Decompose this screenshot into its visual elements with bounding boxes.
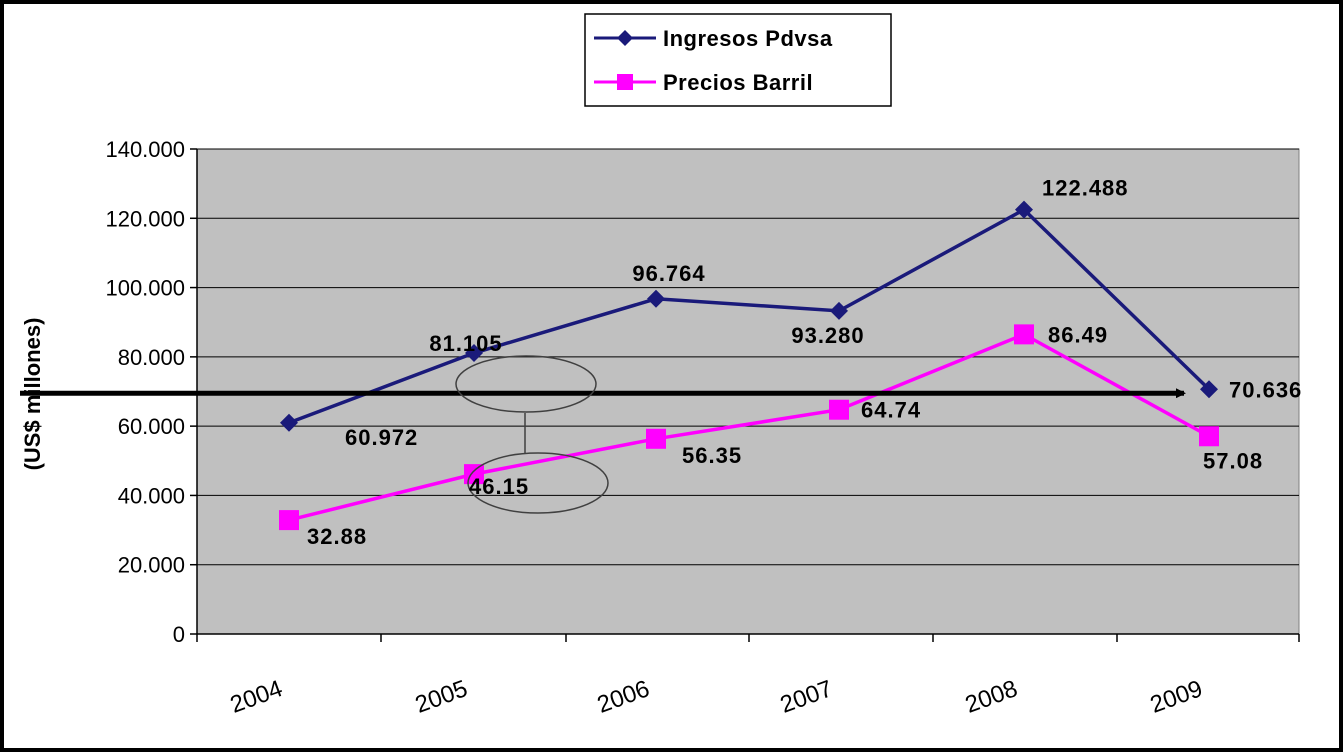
x-axis-ticks: 2004 2005 2006 2007 2008 2009: [196, 634, 1300, 719]
data-labels: 60.972 81.105 96.764 93.280 122.488 70.636 32.…: [307, 176, 1302, 549]
y-axis-ticks: 0 20.000 40.000 60.000 80.000 100.000 120.000 1…: [105, 137, 197, 647]
data-label: 56.35: [682, 443, 742, 468]
data-point-diamond: [647, 289, 665, 308]
y-tick-label: 60.000: [118, 414, 185, 439]
circle-annotation: [467, 452, 609, 514]
data-point-square: [829, 399, 849, 420]
y-tick-label: 0: [173, 622, 185, 647]
y-tick-label: 20.000: [118, 553, 185, 578]
data-label: 96.764: [632, 261, 705, 286]
chart-frame: 0 20.000 40.000 60.000 80.000 100.000 120.000 1…: [4, 4, 1339, 748]
data-point-diamond: [830, 301, 848, 320]
data-label: 60.972: [345, 425, 418, 450]
data-label: 57.08: [1203, 448, 1263, 473]
legend: Ingresos Pdvsa Precios Barril: [584, 13, 892, 107]
series-line: [288, 332, 1210, 522]
data-point-diamond: [1015, 200, 1033, 219]
circle-annotation: [455, 355, 597, 413]
series-ingresos-pdvsa: [280, 200, 1218, 432]
legend-box: [584, 13, 892, 107]
x-tick-label: 2004: [227, 675, 286, 719]
y-tick-label: 40.000: [118, 483, 185, 508]
y-tick-label: 120.000: [105, 206, 185, 231]
legend-marker-square: [617, 74, 633, 90]
legend-marker-diamond: [617, 30, 633, 46]
data-point-diamond: [1200, 380, 1218, 399]
x-tick-label: 2008: [962, 675, 1021, 719]
legend-label-ingresos: Ingresos Pdvsa: [663, 26, 833, 51]
y-tick-label: 80.000: [118, 345, 185, 370]
data-point-diamond: [280, 413, 298, 432]
x-tick-label: 2007: [777, 675, 836, 719]
data-label: 70.636: [1229, 377, 1302, 402]
series-precios-barril: [279, 324, 1219, 531]
annotations: [20, 355, 1186, 514]
data-point-square: [1014, 324, 1034, 345]
y-tick-label: 100.000: [105, 276, 185, 301]
y-tick-label: 140.000: [105, 137, 185, 162]
data-label: 64.74: [861, 398, 921, 423]
gridlines: [197, 148, 1299, 566]
data-point-square: [279, 510, 299, 531]
data-label: 81.105: [429, 331, 502, 356]
data-label: 32.88: [307, 524, 367, 549]
x-tick-label: 2009: [1147, 675, 1206, 719]
legend-label-precios: Precios Barril: [663, 70, 813, 95]
data-point-diamond: [465, 344, 483, 363]
data-point-square: [646, 428, 666, 449]
series-line: [288, 207, 1211, 425]
x-tick-label: 2006: [594, 675, 653, 719]
data-label: 93.280: [791, 323, 864, 348]
data-label: 46.15: [469, 474, 529, 499]
data-point-square: [1199, 426, 1219, 447]
line-chart: 0 20.000 40.000 60.000 80.000 100.000 120.000 1…: [20, 13, 1302, 719]
data-label: 122.488: [1042, 176, 1129, 201]
x-tick-label: 2005: [412, 675, 471, 719]
data-label: 86.49: [1048, 322, 1108, 347]
